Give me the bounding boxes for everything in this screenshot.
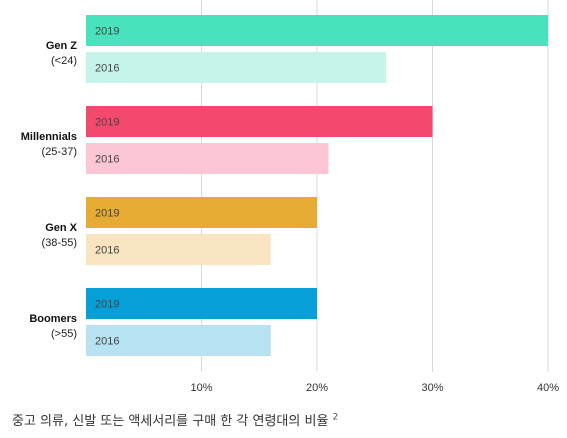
- bar: [86, 325, 271, 356]
- group-sublabel: (25-37): [42, 146, 77, 158]
- bar-label: 2019: [95, 299, 119, 311]
- group-sublabel: (<24): [51, 55, 77, 67]
- group-label: Millennials: [21, 131, 77, 143]
- group-label: Boomers: [29, 313, 77, 325]
- x-tick-label: 10%: [190, 382, 212, 394]
- bar-label: 2016: [95, 336, 119, 348]
- x-tick-label: 30%: [421, 382, 443, 394]
- x-tick-label: 40%: [537, 382, 559, 394]
- bar-label: 2019: [95, 117, 119, 129]
- bar-label: 2019: [95, 26, 119, 38]
- caption-footnote: 2: [332, 412, 339, 423]
- x-tick-label: 20%: [306, 382, 328, 394]
- group-label: Gen Z: [46, 40, 77, 52]
- bar: [86, 15, 548, 46]
- bar: [86, 288, 317, 319]
- bar: [86, 143, 329, 174]
- bar-label: 2016: [95, 154, 119, 166]
- bar: [86, 197, 317, 228]
- chart-caption: 중고 의류, 신발 또는 액세서리를 구매 한 각 연령대의 비율 2: [12, 410, 338, 429]
- group-sublabel: (>55): [51, 328, 77, 340]
- group-label: Gen X: [45, 222, 77, 234]
- bar-label: 2019: [95, 208, 119, 220]
- bar-label: 2016: [95, 245, 119, 257]
- bar-chart: 10% 20% 30% 40% 2019 2016 Gen Z (<24) 2019 2016 Mi…: [21, 0, 559, 394]
- bar: [86, 52, 387, 83]
- bar: [86, 234, 271, 265]
- caption-text: 중고 의류, 신발 또는 액세서리를 구매 한 각 연령대의 비율: [12, 414, 329, 429]
- bar-label: 2016: [95, 63, 119, 75]
- bar: [86, 106, 433, 137]
- group-sublabel: (38-55): [42, 237, 77, 249]
